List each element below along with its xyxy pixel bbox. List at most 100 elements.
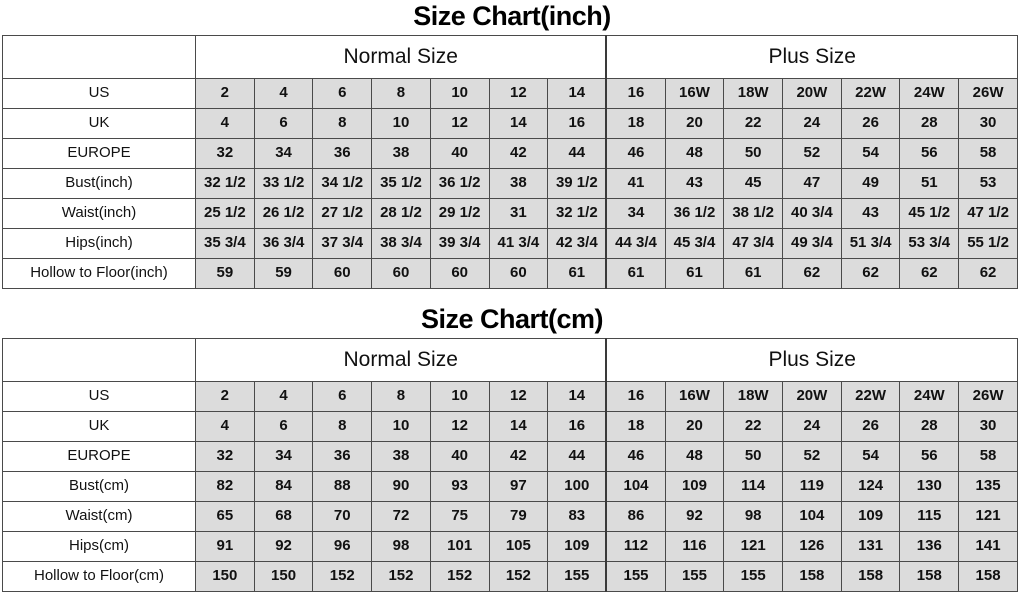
cell-value: 24W xyxy=(913,84,945,102)
data-cell: 109 xyxy=(664,471,725,502)
table-row: US 2 4 6 8 10 12 14 16 16W 18W 20W 22W 24W 26W xyxy=(2,381,1018,412)
cell-value: 121 xyxy=(975,507,1001,525)
cell-value: 40 3/4 xyxy=(791,204,833,222)
cell-value: 18 xyxy=(627,417,645,435)
data-cell: 24 xyxy=(782,411,842,442)
data-cell: 20W xyxy=(782,381,842,412)
cell-value: 155 xyxy=(740,567,766,585)
chart-title: Size Chart(cm) xyxy=(420,304,604,334)
data-cell: 155 xyxy=(664,561,725,592)
cell-value: 45 1/2 xyxy=(908,204,951,222)
cell-value: 109 xyxy=(681,477,707,495)
data-cell: 25 1/2 xyxy=(195,198,255,229)
cell-value: 12 xyxy=(451,114,468,132)
data-cell: 10 xyxy=(371,108,431,139)
data-cell: 24W xyxy=(899,78,960,109)
cell-value: 65 xyxy=(216,507,234,525)
row-label: Hollow to Floor(inch) xyxy=(2,258,196,289)
cell-value: 58 xyxy=(979,144,997,162)
cell-value: 158 xyxy=(858,567,884,585)
data-cell: 47 3/4 xyxy=(723,228,784,259)
cell-value: 158 xyxy=(799,567,825,585)
cell-value: 32 xyxy=(216,447,234,465)
data-cell: 126 xyxy=(782,531,842,562)
data-cell: 26 1/2 xyxy=(253,198,314,229)
table-row: US 2 4 6 8 10 12 14 16 16W 18W 20W 22W 24W 26W xyxy=(2,78,1018,109)
cell-value: 109 xyxy=(858,507,884,525)
cell-value: 12 xyxy=(510,84,527,102)
cell-value: 12 xyxy=(451,417,468,435)
cell-value: 53 xyxy=(979,174,997,192)
cell-value: 155 xyxy=(564,567,590,585)
data-cell: 158 xyxy=(782,561,842,592)
cell-value: 2 xyxy=(220,387,230,405)
data-cell: 101 xyxy=(429,531,490,562)
cell-value: 14 xyxy=(510,417,527,435)
size-table: Normal Size Plus Size US 2 4 6 8 10 12 14 16 16W 18W… xyxy=(2,35,1019,289)
data-cell: 36 3/4 xyxy=(253,228,314,259)
cell-value: 38 xyxy=(392,144,410,162)
data-cell: 36 xyxy=(312,138,373,169)
cell-value: 34 xyxy=(275,447,292,465)
data-cell: 46 xyxy=(605,441,666,472)
data-cell: 26W xyxy=(958,78,1018,109)
cell-value: 41 xyxy=(627,174,645,192)
data-cell: 22W xyxy=(840,381,901,412)
data-cell: 45 3/4 xyxy=(664,228,725,259)
cell-value: 96 xyxy=(333,537,351,555)
cell-value: 53 3/4 xyxy=(908,234,951,252)
data-cell: 4 xyxy=(253,381,314,412)
data-cell: 24W xyxy=(899,381,960,412)
data-cell: 10 xyxy=(371,411,431,442)
cell-value: 4 xyxy=(220,417,230,435)
data-cell: 28 xyxy=(899,108,960,139)
data-cell: 12 xyxy=(429,108,490,139)
group-header-corner xyxy=(2,338,196,382)
data-cell: 105 xyxy=(488,531,549,562)
data-cell: 47 1/2 xyxy=(958,198,1018,229)
data-cell: 14 xyxy=(547,381,607,412)
cell-value: 6 xyxy=(338,387,347,405)
cell-value: 14 xyxy=(568,84,586,102)
cell-value: 40 xyxy=(451,447,468,465)
cell-value: 24W xyxy=(913,387,945,405)
data-cell: 16 xyxy=(547,411,607,442)
group-header-corner xyxy=(2,35,196,79)
cell-value: 22 xyxy=(744,114,762,132)
cell-value: 59 xyxy=(275,264,292,282)
data-cell: 114 xyxy=(723,471,784,502)
cell-value: 40 xyxy=(451,144,468,162)
data-cell: 36 1/2 xyxy=(429,168,490,199)
cell-value: 29 1/2 xyxy=(438,204,481,222)
cell-value: 141 xyxy=(975,537,1001,555)
cell-value: 34 xyxy=(627,204,645,222)
cell-value: 39 1/2 xyxy=(555,174,598,192)
data-cell: 8 xyxy=(371,78,431,109)
data-cell: 55 1/2 xyxy=(958,228,1018,259)
cell-value: 136 xyxy=(916,537,942,555)
cell-value: 152 xyxy=(329,567,355,585)
cell-value: 61 xyxy=(568,264,586,282)
cell-value: 51 xyxy=(920,174,938,192)
cell-value: 50 xyxy=(744,447,762,465)
cell-value: 61 xyxy=(686,264,703,282)
data-cell: 82 xyxy=(195,471,255,502)
data-cell: 60 xyxy=(312,258,373,289)
cell-value: 131 xyxy=(858,537,884,555)
row-label: Waist(cm) xyxy=(2,501,196,532)
data-cell: 141 xyxy=(958,531,1018,562)
data-cell: 34 1/2 xyxy=(312,168,373,199)
cell-value: 31 xyxy=(510,204,527,222)
cell-value: 26W xyxy=(972,84,1004,102)
cell-value: 12 xyxy=(510,387,527,405)
cell-value: 16 xyxy=(568,114,586,132)
cell-value: 8 xyxy=(396,387,406,405)
chart-gap xyxy=(0,289,1024,303)
cell-value: 47 1/2 xyxy=(967,204,1009,222)
data-cell: 22 xyxy=(723,108,784,139)
cell-value: 24 xyxy=(803,417,821,435)
cell-value: 41 3/4 xyxy=(497,234,540,252)
data-cell: 62 xyxy=(899,258,960,289)
cell-value: 26 xyxy=(862,417,879,435)
data-cell: 86 xyxy=(605,501,666,532)
